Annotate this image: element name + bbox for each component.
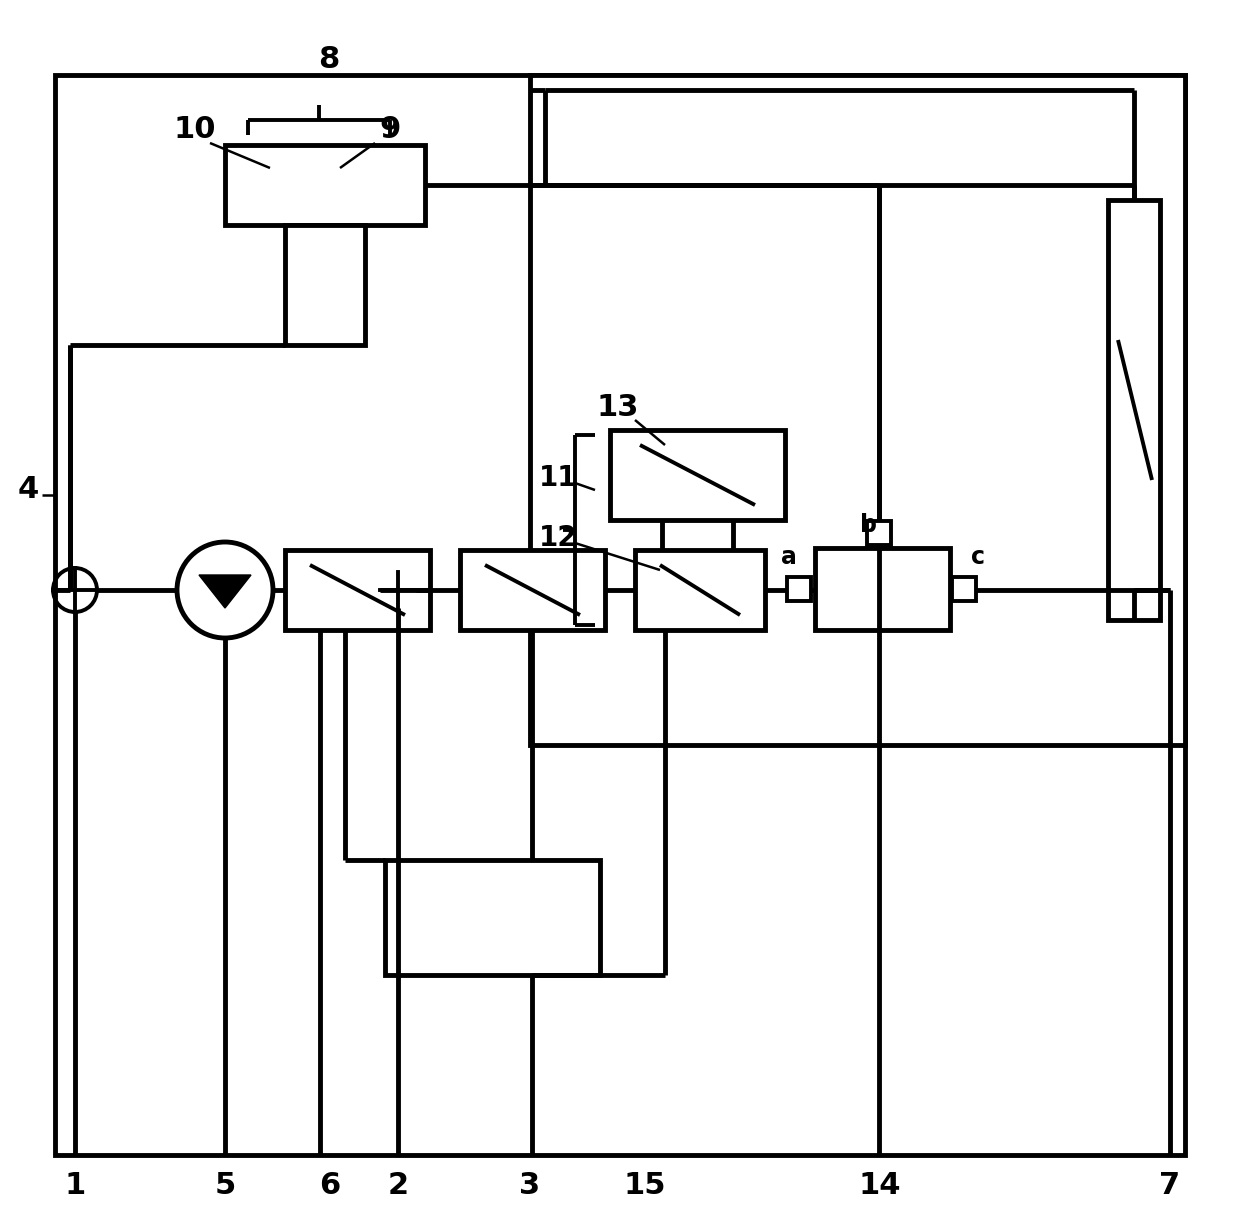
Text: 1: 1: [64, 1171, 86, 1199]
Text: 5: 5: [215, 1171, 236, 1199]
Text: c: c: [971, 545, 985, 568]
Text: 9: 9: [379, 115, 401, 145]
Text: b: b: [861, 513, 878, 537]
Bar: [867, 521, 892, 545]
Text: 11: 11: [538, 464, 578, 492]
Bar: [952, 577, 976, 601]
Text: 12: 12: [538, 524, 578, 552]
Bar: [815, 548, 950, 630]
Bar: [285, 225, 365, 345]
Text: 3: 3: [520, 1171, 541, 1199]
Text: 6: 6: [320, 1171, 341, 1199]
Bar: [285, 550, 430, 630]
Bar: [384, 860, 600, 975]
Bar: [610, 430, 785, 519]
Bar: [1109, 200, 1159, 620]
Text: 8: 8: [319, 45, 340, 75]
Bar: [460, 550, 605, 630]
Bar: [55, 75, 1185, 1155]
Text: 14: 14: [859, 1171, 901, 1199]
Bar: [635, 550, 765, 630]
Text: 7: 7: [1159, 1171, 1180, 1199]
Text: 15: 15: [624, 1171, 666, 1199]
Text: 13: 13: [596, 393, 639, 423]
Text: 2: 2: [387, 1171, 408, 1199]
Text: 10: 10: [174, 115, 216, 145]
Bar: [224, 145, 425, 225]
Text: 4: 4: [17, 475, 38, 505]
Bar: [787, 577, 811, 601]
Bar: [529, 75, 1185, 745]
Text: a: a: [781, 545, 797, 568]
Polygon shape: [198, 575, 250, 608]
